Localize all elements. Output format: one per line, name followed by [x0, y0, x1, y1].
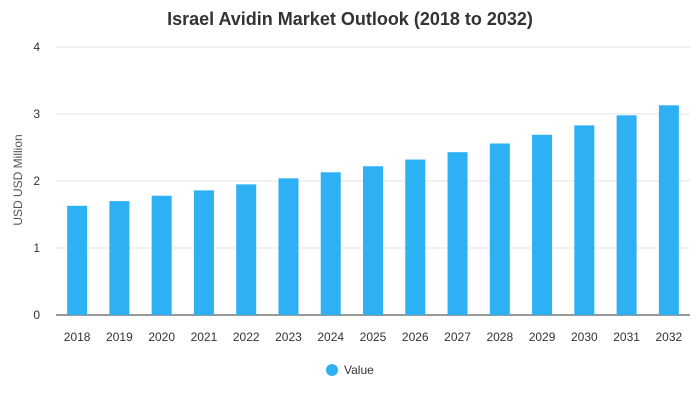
bar-2028[interactable] — [489, 143, 510, 315]
legend-label: Value — [344, 363, 374, 377]
chart-title: Israel Avidin Market Outlook (2018 to 20… — [167, 9, 533, 29]
y-tick-label: 3 — [33, 107, 40, 121]
x-tick-label: 2024 — [317, 330, 344, 344]
y-axis-title: USD USD Million — [11, 134, 25, 225]
x-tick-label: 2023 — [275, 330, 302, 344]
x-tick-label: 2029 — [529, 330, 556, 344]
x-tick-label: 2030 — [571, 330, 598, 344]
x-tick-label: 2031 — [613, 330, 640, 344]
bar-2019[interactable] — [109, 201, 130, 315]
bar-2029[interactable] — [532, 134, 553, 315]
bar-2032[interactable] — [658, 105, 679, 315]
x-tick-label: 2028 — [486, 330, 513, 344]
bar-2024[interactable] — [320, 172, 341, 315]
x-tick-label: 2019 — [106, 330, 133, 344]
y-axis-ticks: 0 1 2 3 4 — [33, 40, 40, 322]
x-axis-ticks: 2018 2019 2020 2021 2022 2023 2024 2025 2026 2027… — [64, 330, 683, 344]
bars — [67, 105, 679, 315]
y-tick-label: 4 — [33, 40, 40, 54]
bar-2027[interactable] — [447, 152, 468, 315]
bar-2023[interactable] — [278, 178, 299, 315]
bar-2025[interactable] — [363, 166, 383, 315]
bar-2031[interactable] — [616, 115, 637, 315]
bar-2018[interactable] — [67, 205, 88, 315]
x-tick-label: 2032 — [656, 330, 683, 344]
y-tick-label: 2 — [33, 174, 40, 188]
x-tick-label: 2026 — [402, 330, 429, 344]
x-tick-label: 2018 — [64, 330, 91, 344]
bar-2030[interactable] — [574, 125, 595, 315]
x-tick-label: 2021 — [191, 330, 218, 344]
x-tick-label: 2022 — [233, 330, 260, 344]
y-tick-label: 1 — [33, 241, 40, 255]
x-tick-label: 2025 — [360, 330, 387, 344]
legend-swatch — [326, 364, 338, 376]
bar-2021[interactable] — [193, 190, 214, 315]
x-tick-label: 2027 — [444, 330, 471, 344]
bar-2020[interactable] — [151, 195, 172, 315]
legend[interactable]: Value — [326, 363, 374, 377]
x-tick-label: 2020 — [148, 330, 175, 344]
bar-2022[interactable] — [236, 184, 257, 315]
bar-2026[interactable] — [405, 159, 426, 315]
y-tick-label: 0 — [33, 308, 40, 322]
